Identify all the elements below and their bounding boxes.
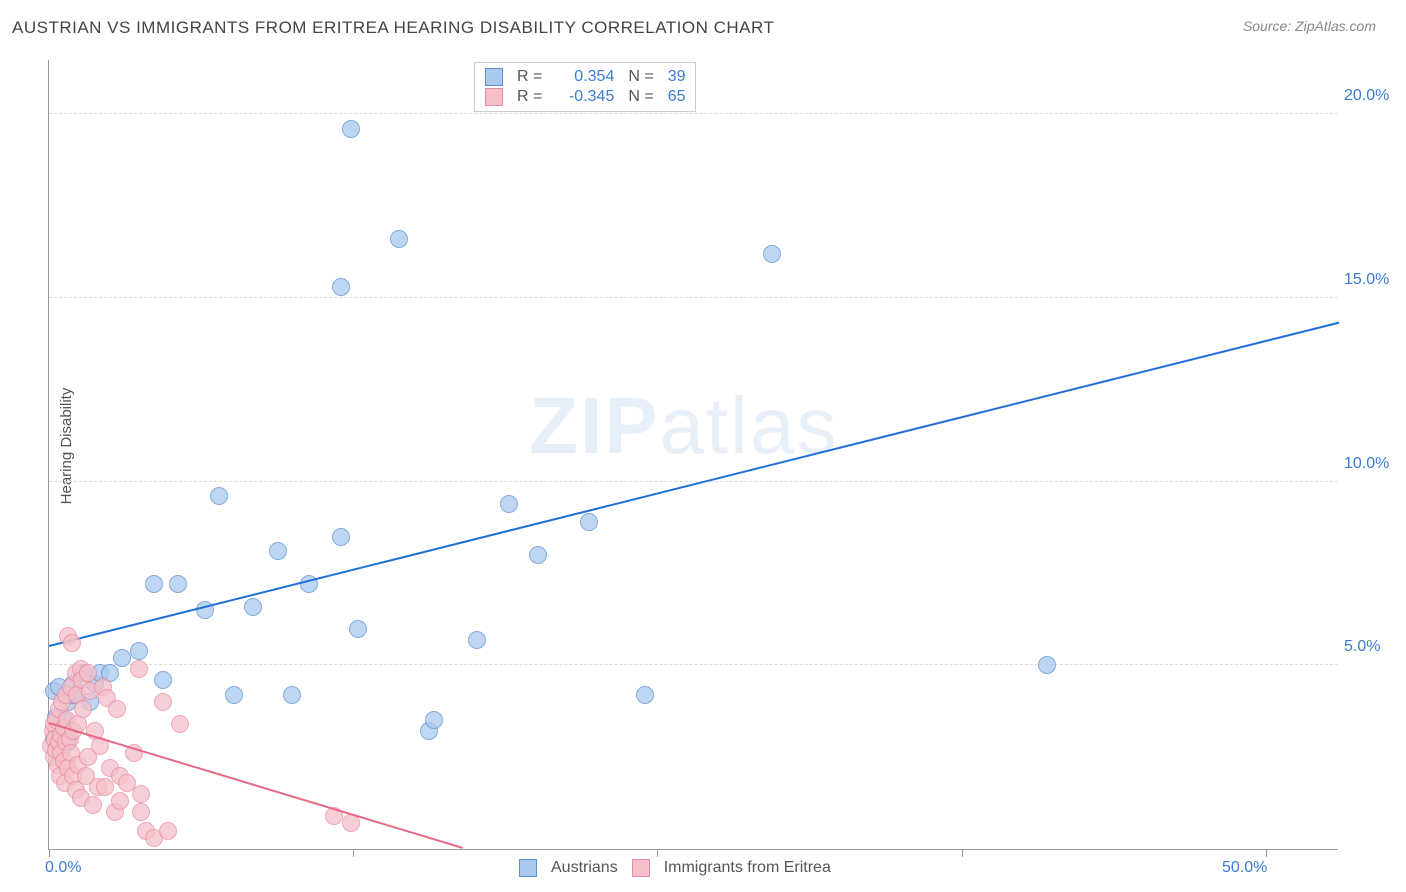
x-tick	[657, 849, 658, 857]
scatter-point-a	[113, 649, 131, 667]
x-tick	[353, 849, 354, 857]
scatter-point-b	[79, 664, 97, 682]
scatter-point-a	[332, 528, 350, 546]
legend-correlation: R = 0.354 N = 39 R = -0.345 N = 65	[474, 62, 696, 112]
plot-area: ZIPatlas 5.0%10.0%15.0%20.0%0.0%50.0%R =…	[48, 60, 1338, 850]
scatter-point-b	[130, 660, 148, 678]
y-tick-label: 5.0%	[1344, 638, 1380, 656]
y-tick-label: 20.0%	[1344, 87, 1389, 105]
scatter-point-a	[500, 495, 518, 513]
scatter-point-a	[763, 245, 781, 263]
scatter-point-b	[108, 700, 126, 718]
scatter-point-a	[145, 575, 163, 593]
n-label: N =	[628, 88, 653, 106]
scatter-point-a	[210, 487, 228, 505]
gridline-h	[49, 664, 1338, 665]
scatter-point-b	[84, 796, 102, 814]
scatter-point-a	[169, 575, 187, 593]
legend-row-a: R = 0.354 N = 39	[485, 67, 685, 87]
gridline-h	[49, 297, 1338, 298]
x-tick	[1266, 849, 1267, 857]
x-tick-label: 50.0%	[1222, 859, 1267, 877]
scatter-point-a	[390, 230, 408, 248]
n-value: 39	[668, 68, 686, 86]
legend-series: Austrians Immigrants from Eritrea	[519, 859, 831, 877]
r-label: R =	[517, 88, 542, 106]
scatter-point-a	[244, 598, 262, 616]
scatter-point-b	[154, 693, 172, 711]
swatch-b	[485, 88, 503, 106]
scatter-point-a	[580, 513, 598, 531]
scatter-point-b	[159, 822, 177, 840]
swatch-b	[632, 859, 650, 877]
scatter-point-a	[154, 671, 172, 689]
r-value: 0.354	[556, 68, 614, 86]
scatter-point-a	[130, 642, 148, 660]
scatter-point-a	[225, 686, 243, 704]
source-attribution: Source: ZipAtlas.com	[1243, 18, 1376, 34]
legend-label-b: Immigrants from Eritrea	[664, 859, 831, 877]
chart-container: ZIPatlas 5.0%10.0%15.0%20.0%0.0%50.0%R =…	[48, 60, 1388, 850]
scatter-point-b	[74, 700, 92, 718]
n-label: N =	[628, 68, 653, 86]
y-tick-label: 15.0%	[1344, 271, 1389, 289]
legend-label-a: Austrians	[551, 859, 618, 877]
gridline-h	[49, 481, 1338, 482]
scatter-point-a	[332, 278, 350, 296]
r-label: R =	[517, 68, 542, 86]
x-tick	[49, 849, 50, 857]
scatter-point-a	[425, 711, 443, 729]
legend-row-b: R = -0.345 N = 65	[485, 87, 685, 107]
scatter-point-b	[63, 634, 81, 652]
scatter-point-a	[636, 686, 654, 704]
scatter-point-a	[349, 620, 367, 638]
scatter-point-a	[529, 546, 547, 564]
swatch-a	[519, 859, 537, 877]
scatter-point-b	[132, 785, 150, 803]
x-tick	[962, 849, 963, 857]
scatter-point-a	[269, 542, 287, 560]
scatter-point-a	[1038, 656, 1056, 674]
scatter-point-a	[468, 631, 486, 649]
scatter-point-b	[171, 715, 189, 733]
trend-line-a	[49, 322, 1339, 647]
y-tick-label: 10.0%	[1344, 455, 1389, 473]
scatter-point-a	[342, 120, 360, 138]
swatch-a	[485, 68, 503, 86]
scatter-point-a	[283, 686, 301, 704]
watermark-bold: ZIP	[529, 381, 659, 470]
watermark-light: atlas	[659, 381, 838, 470]
scatter-point-b	[132, 803, 150, 821]
x-tick-label: 0.0%	[45, 859, 81, 877]
chart-title: AUSTRIAN VS IMMIGRANTS FROM ERITREA HEAR…	[12, 18, 774, 38]
gridline-h	[49, 113, 1338, 114]
n-value: 65	[668, 88, 686, 106]
r-value: -0.345	[556, 88, 614, 106]
scatter-point-b	[111, 792, 129, 810]
